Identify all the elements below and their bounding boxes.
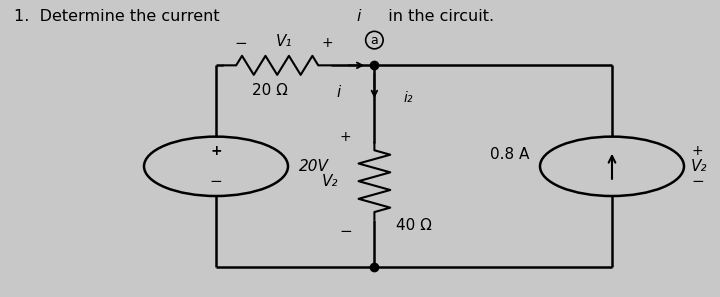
Text: +: + (322, 36, 333, 50)
Text: +: + (691, 144, 703, 159)
Text: +: + (210, 144, 222, 159)
Text: 20V: 20V (299, 159, 328, 174)
Text: V₂: V₂ (691, 159, 708, 174)
Text: i: i (356, 9, 361, 24)
Text: V₁: V₁ (276, 34, 292, 49)
Text: 0.8 A: 0.8 A (490, 147, 529, 162)
Text: 1.  Determine the current: 1. Determine the current (14, 9, 230, 24)
Text: a: a (371, 34, 378, 47)
Text: i₂: i₂ (403, 91, 413, 105)
Text: −: − (210, 174, 222, 189)
Text: 40 Ω: 40 Ω (396, 218, 432, 233)
Text: i: i (336, 85, 341, 99)
Text: −: − (339, 224, 352, 239)
Text: +: + (340, 129, 351, 144)
Text: −: − (235, 36, 248, 50)
Text: in the circuit.: in the circuit. (378, 9, 494, 24)
Text: 20 Ω: 20 Ω (252, 83, 288, 98)
Text: V₂: V₂ (322, 174, 338, 189)
Text: −: − (691, 174, 704, 189)
